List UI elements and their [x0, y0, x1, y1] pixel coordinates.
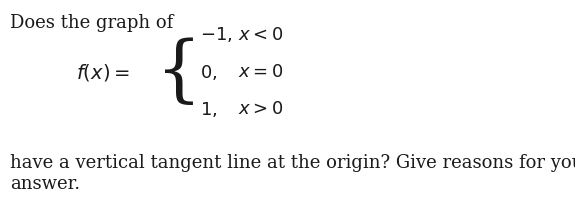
Text: $x < 0$: $x < 0$: [239, 26, 283, 44]
Text: $x = 0$: $x = 0$: [239, 63, 283, 81]
Text: $f(x) =$: $f(x) =$: [76, 62, 129, 83]
Text: $0,$: $0,$: [200, 63, 217, 82]
Text: $1,$: $1,$: [200, 100, 217, 119]
Text: $x > 0$: $x > 0$: [239, 100, 283, 118]
Text: $-1,$: $-1,$: [200, 25, 232, 44]
Text: {: {: [156, 38, 202, 108]
Text: have a vertical tangent line at the origin? Give reasons for your
answer.: have a vertical tangent line at the orig…: [10, 154, 575, 193]
Text: Does the graph of: Does the graph of: [10, 14, 173, 32]
